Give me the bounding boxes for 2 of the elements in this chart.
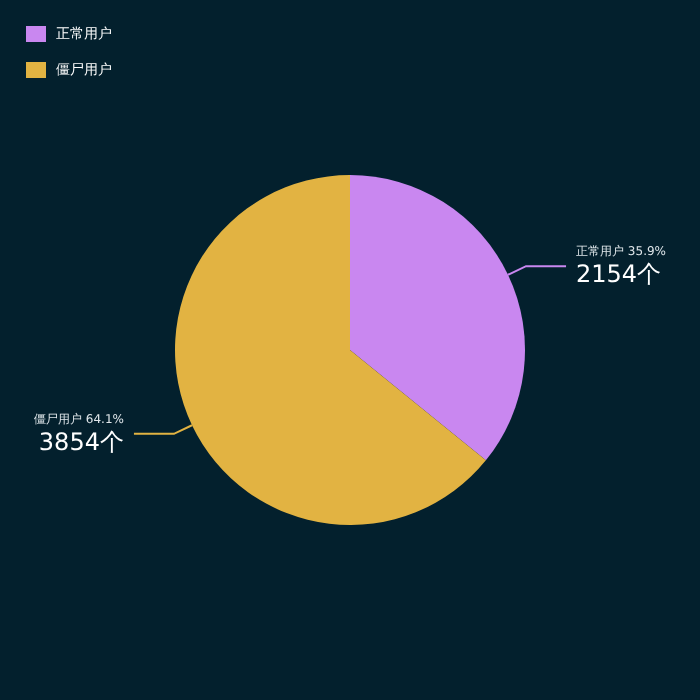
text: 2154个 <box>576 260 662 289</box>
text: 3854个 <box>38 427 124 456</box>
